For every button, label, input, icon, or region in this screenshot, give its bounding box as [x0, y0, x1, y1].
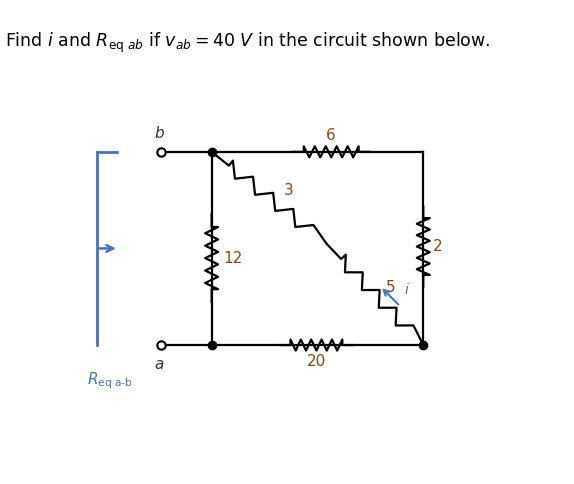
Text: 12: 12	[224, 251, 243, 266]
Text: 6: 6	[327, 128, 336, 143]
Text: 5: 5	[386, 280, 395, 295]
Text: Find $i$ and $R_{\mathrm{eq}\ ab}$ if $v_{ab} = 40\ V$ in the circuit shown belo: Find $i$ and $R_{\mathrm{eq}\ ab}$ if $v…	[5, 30, 490, 55]
Text: i: i	[405, 283, 409, 297]
Text: a: a	[154, 357, 164, 372]
Text: b: b	[154, 126, 164, 141]
Text: 20: 20	[307, 354, 326, 369]
Text: 2: 2	[432, 239, 442, 254]
Text: $R_{\mathrm{eq\ a\text{-}b}}$: $R_{\mathrm{eq\ a\text{-}b}}$	[87, 371, 134, 392]
Text: 3: 3	[284, 183, 294, 198]
